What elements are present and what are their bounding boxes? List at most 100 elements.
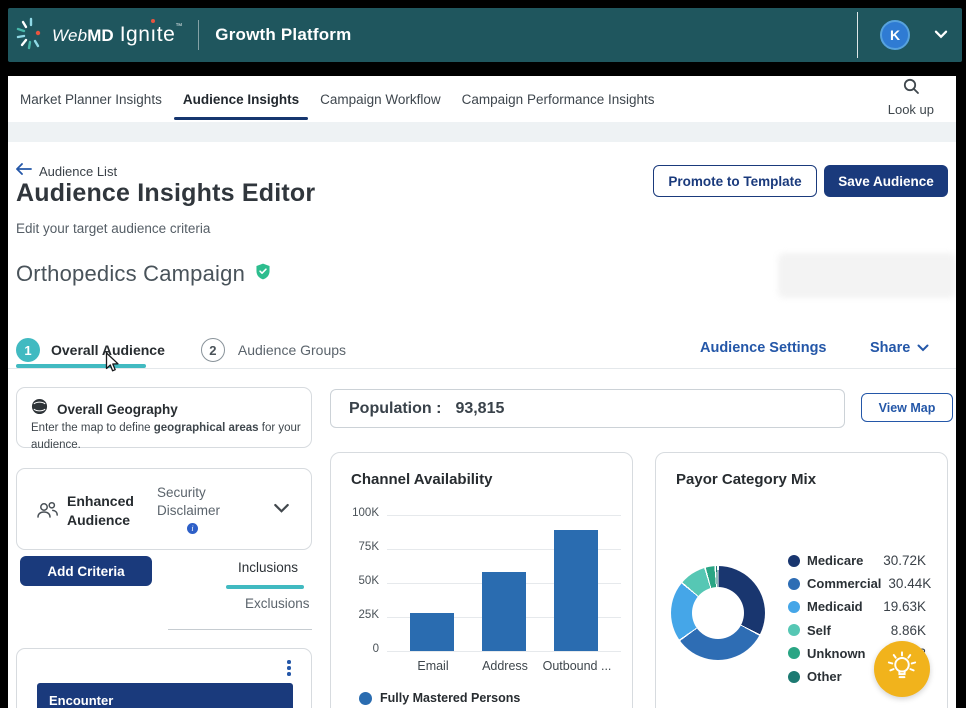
page-subtitle: Edit your target audience criteria (16, 221, 211, 236)
nav-tab-campaign-performance-insights[interactable]: Campaign Performance Insights (461, 91, 655, 107)
bar-Address (482, 572, 526, 651)
tab-exclusions[interactable]: Exclusions (245, 596, 310, 611)
donut-legend: Medicare 30.72K Commercial 30.44K Medicaid 19… (788, 549, 931, 688)
nav-tab-market-planner-insights[interactable]: Market Planner Insights (20, 91, 162, 107)
encounter-label: Encounter (49, 692, 114, 708)
y-tick-label: 25K (358, 609, 379, 621)
header-right-divider (857, 12, 858, 58)
audience-settings-link[interactable]: Audience Settings (700, 340, 827, 356)
page-title: Audience Insights Editor (16, 179, 316, 207)
account-chevron-down-icon[interactable] (934, 26, 948, 44)
bar-chart-legend: Fully Mastered Persons (359, 691, 520, 705)
y-tick-label: 0 (372, 643, 379, 655)
legend-value: 8.86K (890, 622, 926, 638)
enhanced-audience-card[interactable]: Enhanced Audience Security Disclaimer i (16, 468, 312, 550)
payor-chart-title: Payor Category Mix (676, 471, 817, 488)
nav-tab-audience-insights[interactable]: Audience Insights (173, 76, 309, 122)
audience-stepper: 1 Overall Audience 2 Audience Groups (16, 338, 346, 362)
step-2-circle[interactable]: 2 (200, 338, 225, 362)
brand-md: MD (87, 26, 114, 45)
bar-chart-bars (391, 515, 621, 651)
enhanced-audience-title: Enhanced Audience (67, 493, 134, 528)
user-avatar[interactable]: K (880, 20, 910, 50)
lightbulb-icon (884, 649, 920, 690)
breadcrumb-label: Audience List (39, 163, 118, 179)
help-fab-button[interactable] (874, 641, 930, 697)
legend-label: Fully Mastered Persons (380, 691, 521, 705)
legend-value: 30.44K (888, 576, 932, 592)
save-audience-button[interactable]: Save Audience (824, 165, 948, 197)
x-axis-label: Email (417, 659, 449, 673)
bar-Email (410, 612, 454, 651)
lookup-label: Look up (887, 102, 934, 117)
add-criteria-button[interactable]: Add Criteria (20, 556, 152, 586)
tab-audience-groups[interactable]: Audience Groups (237, 342, 347, 358)
share-chevron-down-icon (917, 340, 929, 356)
legend-dot (359, 691, 372, 705)
gridline (387, 549, 621, 550)
people-icon (35, 500, 59, 525)
donut-hole (692, 587, 744, 639)
brand-wordmark: WebMD Ignıte™ (52, 23, 182, 47)
population-value: 93,815 (455, 399, 505, 417)
tab-inclusions[interactable]: Inclusions (238, 560, 299, 575)
step-1-circle[interactable]: 1 (16, 338, 40, 362)
info-icon[interactable]: i (187, 523, 198, 534)
campaign-title-row: Orthopedics Campaign (16, 261, 271, 287)
donut-legend-row: Other (788, 665, 926, 688)
channel-chart-title: Channel Availability (351, 471, 493, 488)
search-icon (902, 77, 920, 100)
webmd-ignite-logo-icon (14, 13, 48, 58)
x-axis-label: Outbound ... (542, 659, 612, 673)
share-menu[interactable]: Share (870, 340, 929, 356)
legend-value: 30.72K (883, 553, 926, 569)
donut-legend-row: Self 8.86K (788, 619, 926, 642)
brand-web: Web (52, 26, 88, 45)
promote-to-template-button[interactable]: Promote to Template (653, 165, 817, 197)
channel-availability-card: Channel Availability 100K 75K 50K 25K 0 Emai… (330, 452, 633, 708)
legend-label: Self (807, 622, 831, 638)
y-tick-label: 100K (352, 507, 379, 519)
donut-chart (671, 566, 765, 660)
globe-icon (31, 398, 48, 420)
gridline (387, 515, 621, 516)
legend-dot (788, 647, 800, 660)
campaign-name: Orthopedics Campaign (16, 261, 246, 286)
donut-legend-row: Medicaid 19.63K (788, 595, 926, 618)
breadcrumb[interactable]: Audience List (16, 162, 117, 180)
encounter-header-bar[interactable]: Encounter (37, 683, 293, 708)
y-tick-label: 75K (358, 541, 379, 553)
population-box: Population : 93,815 (330, 389, 845, 428)
verified-shield-icon (255, 263, 271, 285)
nav-tab-campaign-workflow[interactable]: Campaign Workflow (320, 91, 441, 107)
app-header: WebMD Ignıte™ Growth Platform K (8, 8, 962, 62)
legend-value: 19.63K (883, 599, 926, 615)
brand-ignite: Ignıte (119, 23, 176, 46)
kebab-menu-icon[interactable] (284, 657, 294, 679)
y-tick-label: 50K (358, 575, 379, 587)
geography-card-body: Enter the map to define geographical are… (31, 422, 301, 452)
header-divider (198, 20, 200, 50)
enhanced-chevron-down-icon[interactable] (273, 501, 290, 519)
gridline (387, 651, 621, 652)
overall-geography-card[interactable]: Overall Geography Enter the map to defin… (16, 387, 312, 451)
legend-label: Commercial (807, 576, 882, 592)
legend-dot (788, 670, 800, 683)
mouse-cursor (105, 352, 120, 378)
back-arrow-icon (16, 162, 32, 180)
legend-dot (788, 554, 800, 567)
legend-label: Other (807, 669, 842, 685)
donut-legend-row: Commercial 30.44K (788, 572, 931, 595)
inclusions-active-underline (226, 585, 304, 589)
trademark-symbol: ™ (175, 23, 183, 30)
population-label: Population : (349, 399, 442, 417)
bar-Outbound ... (554, 529, 598, 651)
view-map-button[interactable]: View Map (861, 393, 953, 422)
lookup-button[interactable]: Look up (888, 77, 934, 117)
legend-dot (788, 577, 800, 590)
share-label: Share (870, 340, 911, 356)
security-disclaimer-label: Security Disclaimer (157, 485, 221, 519)
primary-nav: Market Planner Insights Audience Insight… (20, 76, 655, 122)
tab-overall-audience[interactable]: Overall Audience (51, 342, 165, 358)
